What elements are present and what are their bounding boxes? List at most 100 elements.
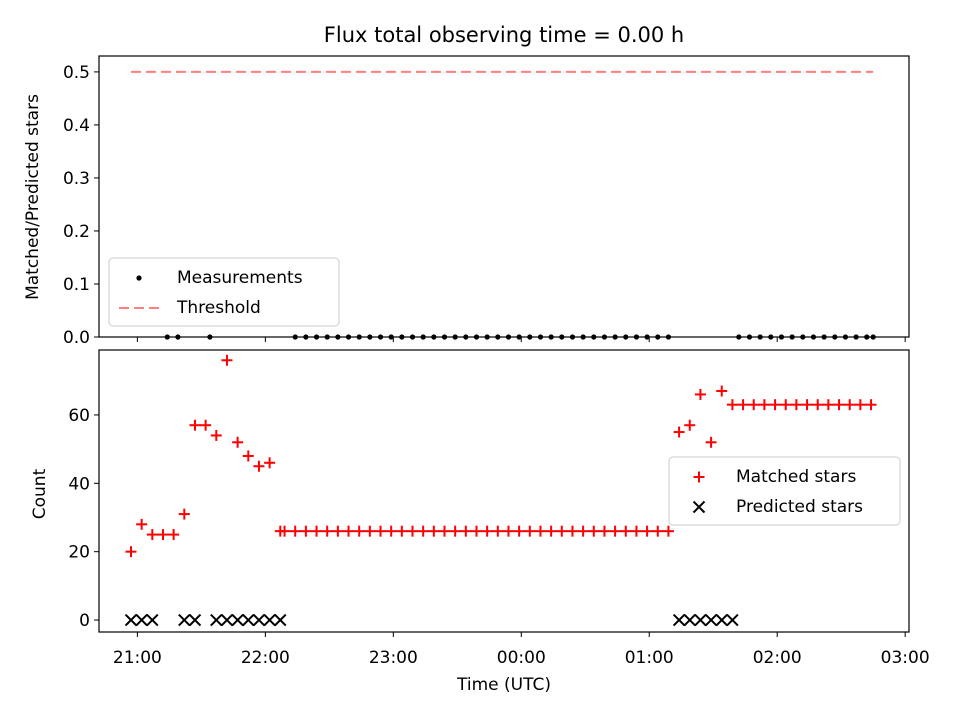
matched-star-point xyxy=(556,525,568,537)
predicted-star-point xyxy=(135,613,148,627)
bottom-x-tick-label: 23:00 xyxy=(369,648,418,668)
predicted-star-point xyxy=(252,613,266,627)
predicted-star-point xyxy=(694,613,707,627)
matched-star-point xyxy=(321,525,333,537)
matched-star-point xyxy=(737,399,749,411)
top-y-tick-label: 0.5 xyxy=(63,63,90,83)
top-y-tick-label: 0.2 xyxy=(63,222,90,242)
top-y-tick-label: 0.1 xyxy=(63,275,90,295)
predicted-star-point xyxy=(124,613,138,627)
matched-star-point xyxy=(630,525,642,537)
bottom-y-tick-label: 0 xyxy=(79,611,90,631)
matched-star-point xyxy=(470,525,482,537)
matched-star-point xyxy=(865,399,877,411)
matched-star-point xyxy=(492,525,504,537)
predicted-star-point-b xyxy=(210,613,223,627)
matched-star-point xyxy=(189,419,201,431)
top-y-axis-label: Matched/Predicted stars xyxy=(23,94,43,300)
top-y-tick-label: 0.3 xyxy=(63,169,90,189)
matched-star-point xyxy=(566,525,578,537)
bottom-x-tick-label: 03:00 xyxy=(881,648,930,668)
matched-star-point xyxy=(178,508,190,520)
matched-star-point xyxy=(534,525,546,537)
matched-star-point xyxy=(407,525,419,537)
matched-star-point xyxy=(588,525,600,537)
top-y-tick-label: 0.0 xyxy=(63,328,90,348)
legend-threshold-label: Threshold xyxy=(176,298,261,318)
matched-star-point xyxy=(168,529,180,541)
top-y-tick-label: 0.4 xyxy=(63,116,90,136)
bottom-legend-box xyxy=(668,456,901,526)
matched-star-point xyxy=(311,525,323,537)
legend-measurements-marker xyxy=(136,275,142,281)
matched-star-point xyxy=(146,529,158,541)
predicted-star-point xyxy=(146,613,159,627)
matched-star-point xyxy=(780,399,792,411)
matched-star-point xyxy=(460,525,472,537)
predicted-star-point-b xyxy=(263,613,276,627)
matched-star-point xyxy=(620,525,632,537)
predicted-star-point-b xyxy=(672,613,686,627)
predicted-star-point-b xyxy=(704,613,718,627)
bottom-x-tick-label: 21:00 xyxy=(113,648,162,668)
predicted-star-point-b xyxy=(242,613,255,627)
matched-star-point xyxy=(801,399,813,411)
matched-star-point xyxy=(748,399,760,411)
matched-star-point xyxy=(758,399,770,411)
predicted-star-point xyxy=(726,613,739,627)
matched-star-point xyxy=(694,388,706,400)
matched-star-point xyxy=(438,525,450,537)
matched-star-point xyxy=(652,525,664,537)
matched-star-point xyxy=(502,525,514,537)
matched-star-point xyxy=(822,399,834,411)
matched-star-point xyxy=(481,525,493,537)
predicted-star-point xyxy=(274,613,287,627)
matched-star-point xyxy=(716,385,728,397)
matched-star-point xyxy=(684,419,696,431)
matched-star-point xyxy=(833,399,845,411)
predicted-star-point-b xyxy=(135,613,148,627)
matched-star-point xyxy=(705,436,717,448)
matched-star-point xyxy=(364,525,376,537)
top-legend: Measurements Threshold xyxy=(108,257,340,327)
matched-star-point xyxy=(279,525,291,537)
matched-star-point xyxy=(125,546,137,558)
predicted-star-point-b xyxy=(178,613,191,627)
matched-star-point xyxy=(242,450,254,462)
predicted-star-point-b xyxy=(220,613,234,627)
matched-star-point xyxy=(812,399,824,411)
matched-star-point xyxy=(232,436,244,448)
predicted-star-point xyxy=(683,613,696,627)
legend-predicted-glyph xyxy=(692,500,706,514)
matched-star-point xyxy=(210,429,222,441)
matched-star-point xyxy=(598,525,610,537)
matched-star-point xyxy=(854,399,866,411)
predicted-star-point xyxy=(242,613,255,627)
predicted-star-point-b xyxy=(694,613,707,627)
matched-star-point xyxy=(673,426,685,438)
predicted-star-point xyxy=(263,613,276,627)
matched-star-point xyxy=(449,525,461,537)
matched-star-point xyxy=(300,525,312,537)
matched-star-point xyxy=(609,525,621,537)
matched-star-point xyxy=(375,525,387,537)
matched-star-point xyxy=(790,399,802,411)
bottom-y-tick-label: 20 xyxy=(68,543,90,563)
predicted-star-point-b xyxy=(252,613,266,627)
legend-predicted-marker xyxy=(692,500,706,514)
predicted-star-point xyxy=(210,613,223,627)
bottom-y-axis-label: Count xyxy=(30,468,50,519)
bottom-x-tick-label: 02:00 xyxy=(753,648,802,668)
predicted-star-point xyxy=(220,613,234,627)
matched-star-point xyxy=(253,460,265,472)
predicted-star-point-b xyxy=(683,613,696,627)
matched-star-point xyxy=(545,525,557,537)
matched-star-point xyxy=(769,399,781,411)
matched-star-point xyxy=(524,525,536,537)
bottom-plot-frame xyxy=(98,349,910,633)
matched-star-point xyxy=(343,525,355,537)
predicted-star-point-b xyxy=(124,613,138,627)
predicted-star-point xyxy=(672,613,686,627)
bottom-legend: Matched stars Predicted stars xyxy=(668,456,901,526)
bottom-x-tick-label: 00:00 xyxy=(497,648,546,668)
